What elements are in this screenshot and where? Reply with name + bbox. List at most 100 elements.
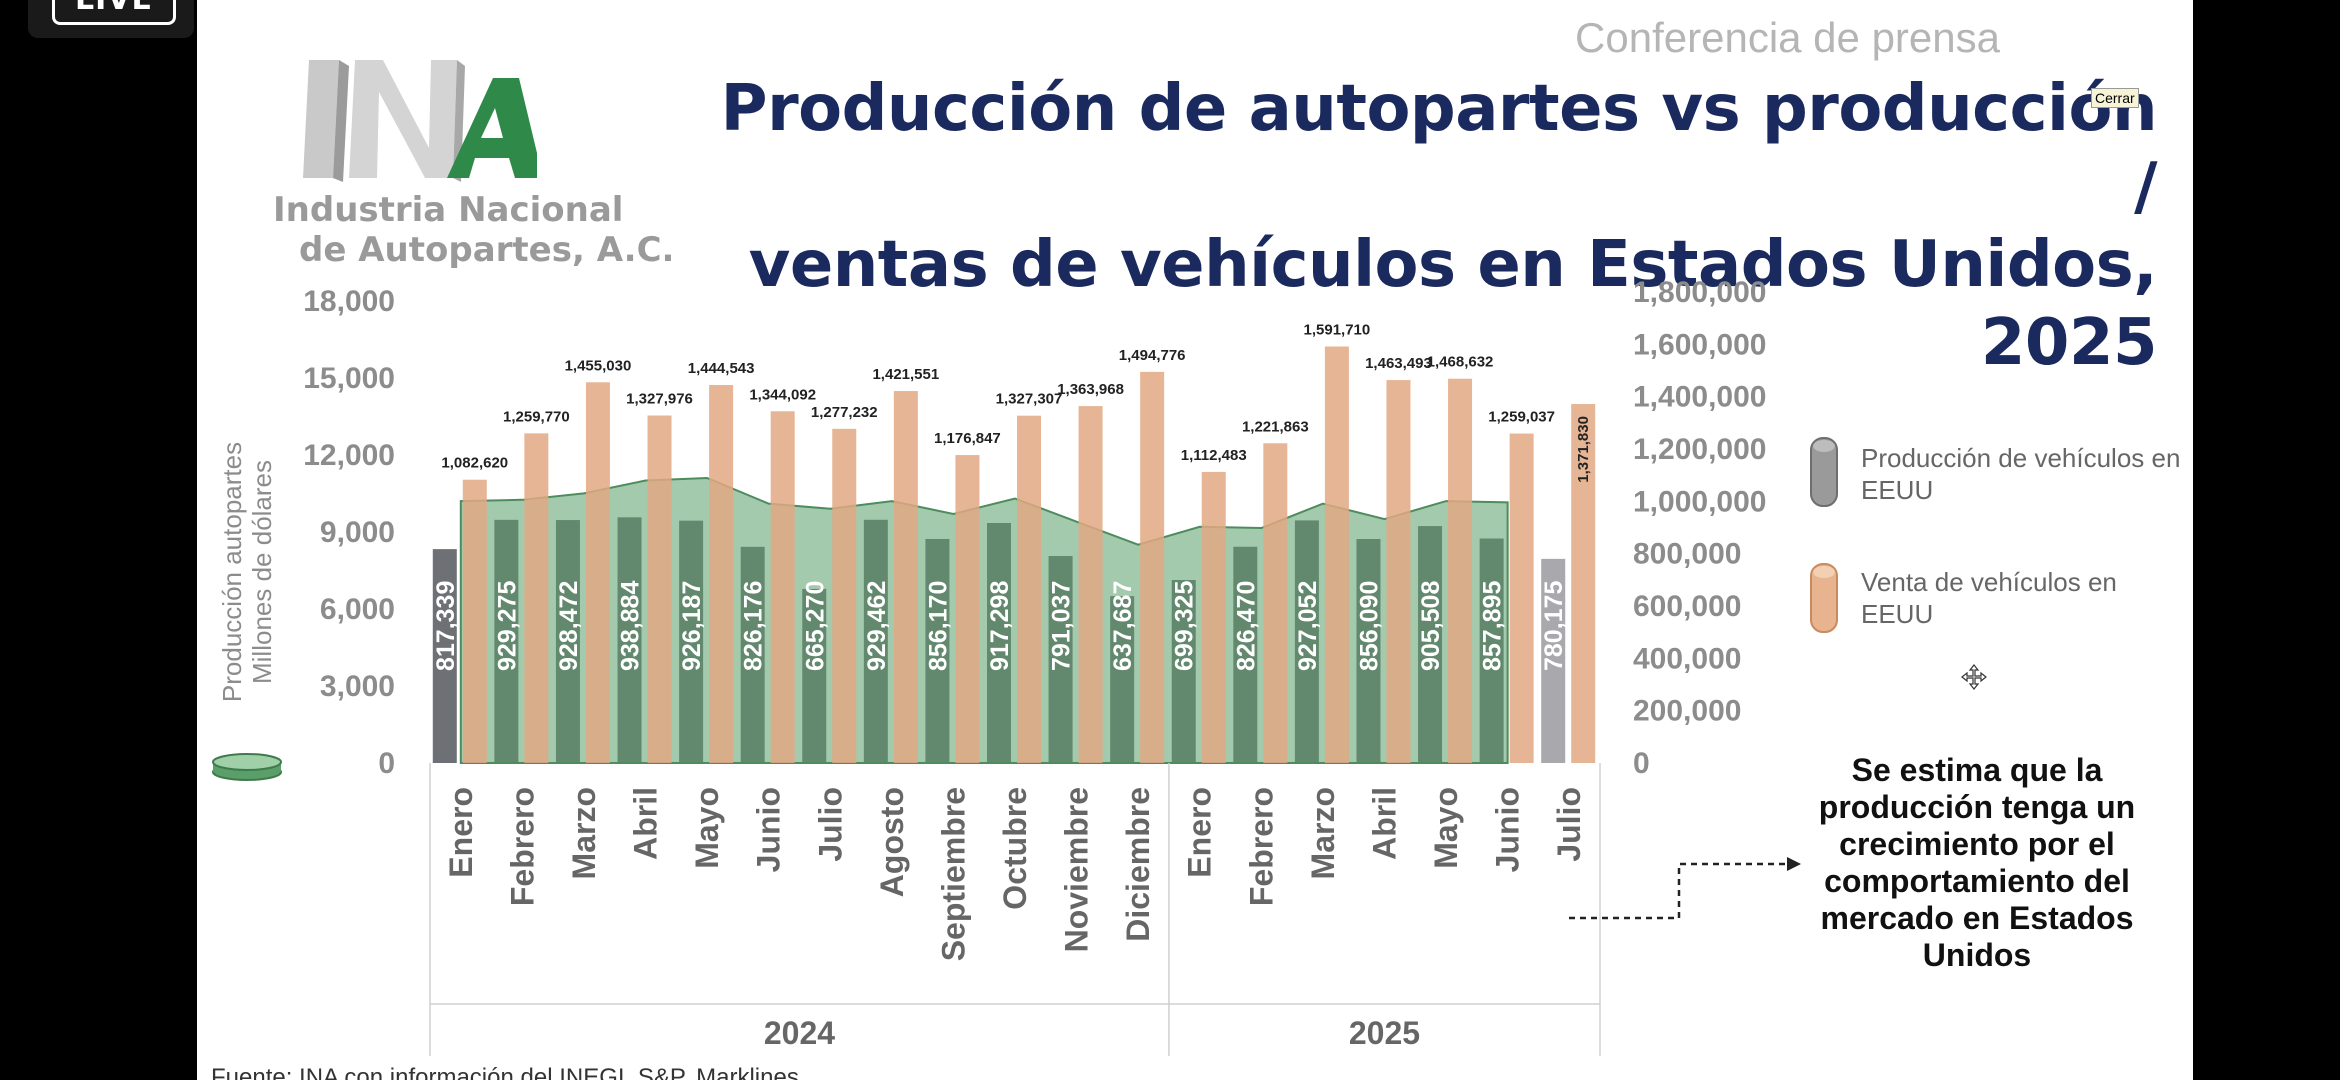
note-line5: mercado en Estados: [1820, 900, 2134, 936]
production-data-label: 917,298: [986, 581, 1014, 671]
category-tick-label: Diciembre: [1120, 787, 1156, 942]
production-data-label: 699,325: [1171, 581, 1199, 671]
sales-bar: [1201, 471, 1226, 763]
note-line6: Unidos: [1922, 937, 2032, 973]
sales-data-label: 1,363,968: [1057, 381, 1124, 398]
ina-logo-icon: [303, 60, 537, 182]
category-tick-label: Marzo: [1305, 787, 1341, 879]
live-badge: LIVE: [28, 0, 194, 38]
move-cursor-icon: [1961, 664, 1987, 690]
legend-production-label: Producción de vehículos en EEUU: [1861, 443, 2181, 505]
sales-bar: [1078, 406, 1103, 763]
sales-data-label: 1,259,770: [503, 408, 570, 425]
sales-bar: [1324, 346, 1349, 763]
year-group-label: 2024: [764, 1015, 835, 1051]
right-axis-tick: 0: [1633, 747, 1650, 780]
production-data-label: 637,687: [1109, 581, 1137, 671]
sales-data-label: 1,444,543: [688, 360, 755, 377]
sales-bar: [1140, 371, 1165, 763]
sales-bar: [770, 411, 795, 763]
sales-bar: [1017, 415, 1041, 763]
left-axis-tick: 9,000: [320, 516, 395, 549]
sales-data-label: 1,112,483: [1181, 447, 1247, 464]
conference-label: Conferencia de prensa: [1575, 14, 2000, 61]
sales-data-label: 1,421,551: [872, 366, 939, 383]
sales-bar: [647, 415, 672, 763]
sales-bar: [462, 479, 487, 763]
category-tick-label: Mayo: [689, 787, 725, 869]
sales-bar: [1448, 378, 1473, 763]
note-line3: crecimiento por el: [1839, 826, 2115, 862]
sales-bar: [709, 385, 734, 763]
production-data-label: 665,270: [801, 581, 829, 671]
sales-data-label: 1,344,092: [749, 386, 816, 403]
production-data-label: 817,339: [432, 581, 460, 671]
category-tick-label: Enero: [443, 787, 479, 878]
production-data-label: 929,462: [863, 581, 891, 671]
category-tick-label: Noviembre: [1059, 787, 1095, 952]
sales-data-label: 1,176,847: [934, 430, 1001, 447]
slide-title-line1: Producción de autopartes vs producción /: [720, 72, 2158, 224]
sales-data-label: 1,468,632: [1427, 354, 1494, 371]
left-axis-tick: 15,000: [303, 362, 395, 395]
production-bar: [432, 549, 457, 763]
note-arrow: [1569, 857, 1801, 920]
legend-sales-label: Venta de vehículos en EEUU: [1861, 567, 2117, 629]
sales-data-label: 1,221,863: [1242, 418, 1309, 435]
right-axis-tick: 1,400,000: [1633, 381, 1766, 414]
legend-autoparts-swatch: [212, 753, 282, 781]
slide-title-line2: ventas de vehículos en Estados Unidos, 2…: [748, 228, 2158, 380]
legend-sales-swatch: [1810, 563, 1838, 633]
logo-text: Industria Nacional de Autopartes, A.C.: [273, 190, 674, 270]
category-tick-label: Julio: [812, 787, 848, 862]
year-group-label: 2025: [1349, 1015, 1420, 1051]
category-tick-label: Marzo: [566, 787, 602, 879]
category-tick-label: Julio: [1551, 787, 1587, 862]
right-axis-tick: 400,000: [1633, 642, 1741, 675]
left-axis-label: Millones de dólares: [247, 460, 277, 684]
category-tick-label: Junio: [751, 787, 787, 872]
right-axis-tick: 1,600,000: [1633, 328, 1766, 361]
right-axis-tick: 200,000: [1633, 695, 1741, 728]
production-data-label: 856,090: [1355, 581, 1383, 671]
right-axis-tick: 1,800,000: [1633, 276, 1766, 309]
sales-data-label: 1,327,307: [996, 391, 1063, 408]
estimate-note: Se estima que la producción tenga un cre…: [1787, 752, 2167, 974]
sales-bar: [1263, 443, 1288, 763]
production-data-label: 826,470: [1232, 581, 1260, 671]
note-line2: producción tenga un: [1818, 789, 2136, 825]
presentation-slide: Conferencia de prensa Producción de auto…: [197, 0, 2193, 1080]
right-axis-tick: 800,000: [1633, 538, 1741, 571]
sales-data-label: 1,259,037: [1488, 409, 1555, 426]
left-axis-tick: 0: [378, 747, 395, 780]
right-axis-tick: 1,200,000: [1633, 433, 1766, 466]
legend-production-swatch: [1810, 437, 1838, 507]
category-tick-label: Junio: [1490, 787, 1526, 872]
close-tooltip[interactable]: Cerrar: [2091, 88, 2139, 108]
sales-bar: [1571, 404, 1596, 763]
sales-data-label: 1,463,493: [1365, 355, 1432, 372]
category-tick-label: Mayo: [1428, 787, 1464, 869]
right-axis-tick: 1,000,000: [1633, 485, 1766, 518]
category-tick-label: Septiembre: [935, 787, 971, 961]
production-data-label: 780,175: [1540, 581, 1568, 671]
left-axis-label: Producción autopartes: [217, 442, 247, 702]
sales-bar: [832, 428, 857, 763]
note-line4: comportamiento del: [1824, 863, 2130, 899]
category-tick-label: Enero: [1182, 787, 1218, 878]
sales-data-label: 1,082,620: [441, 455, 508, 472]
production-data-label: 826,176: [740, 581, 768, 671]
combo-chart: 0 3,000 6,000 9,000 12,000 15,000 18,000 0 200,0…: [217, 276, 1766, 1056]
production-bar: [1541, 558, 1566, 763]
note-line1: Se estima que la: [1851, 752, 2103, 788]
slide-title: Producción de autopartes vs producción /…: [687, 70, 2158, 382]
logo-line2: de Autopartes, A.C.: [299, 230, 675, 270]
left-axis-tick: 6,000: [320, 593, 395, 626]
right-axis-tick: 600,000: [1633, 590, 1741, 623]
left-axis-tick: 12,000: [303, 439, 395, 472]
production-data-label: 905,508: [1417, 581, 1445, 671]
sales-bar: [524, 433, 549, 763]
category-tick-label: Abril: [628, 787, 664, 860]
sales-bar: [955, 455, 980, 763]
production-data-label: 929,275: [493, 581, 521, 671]
